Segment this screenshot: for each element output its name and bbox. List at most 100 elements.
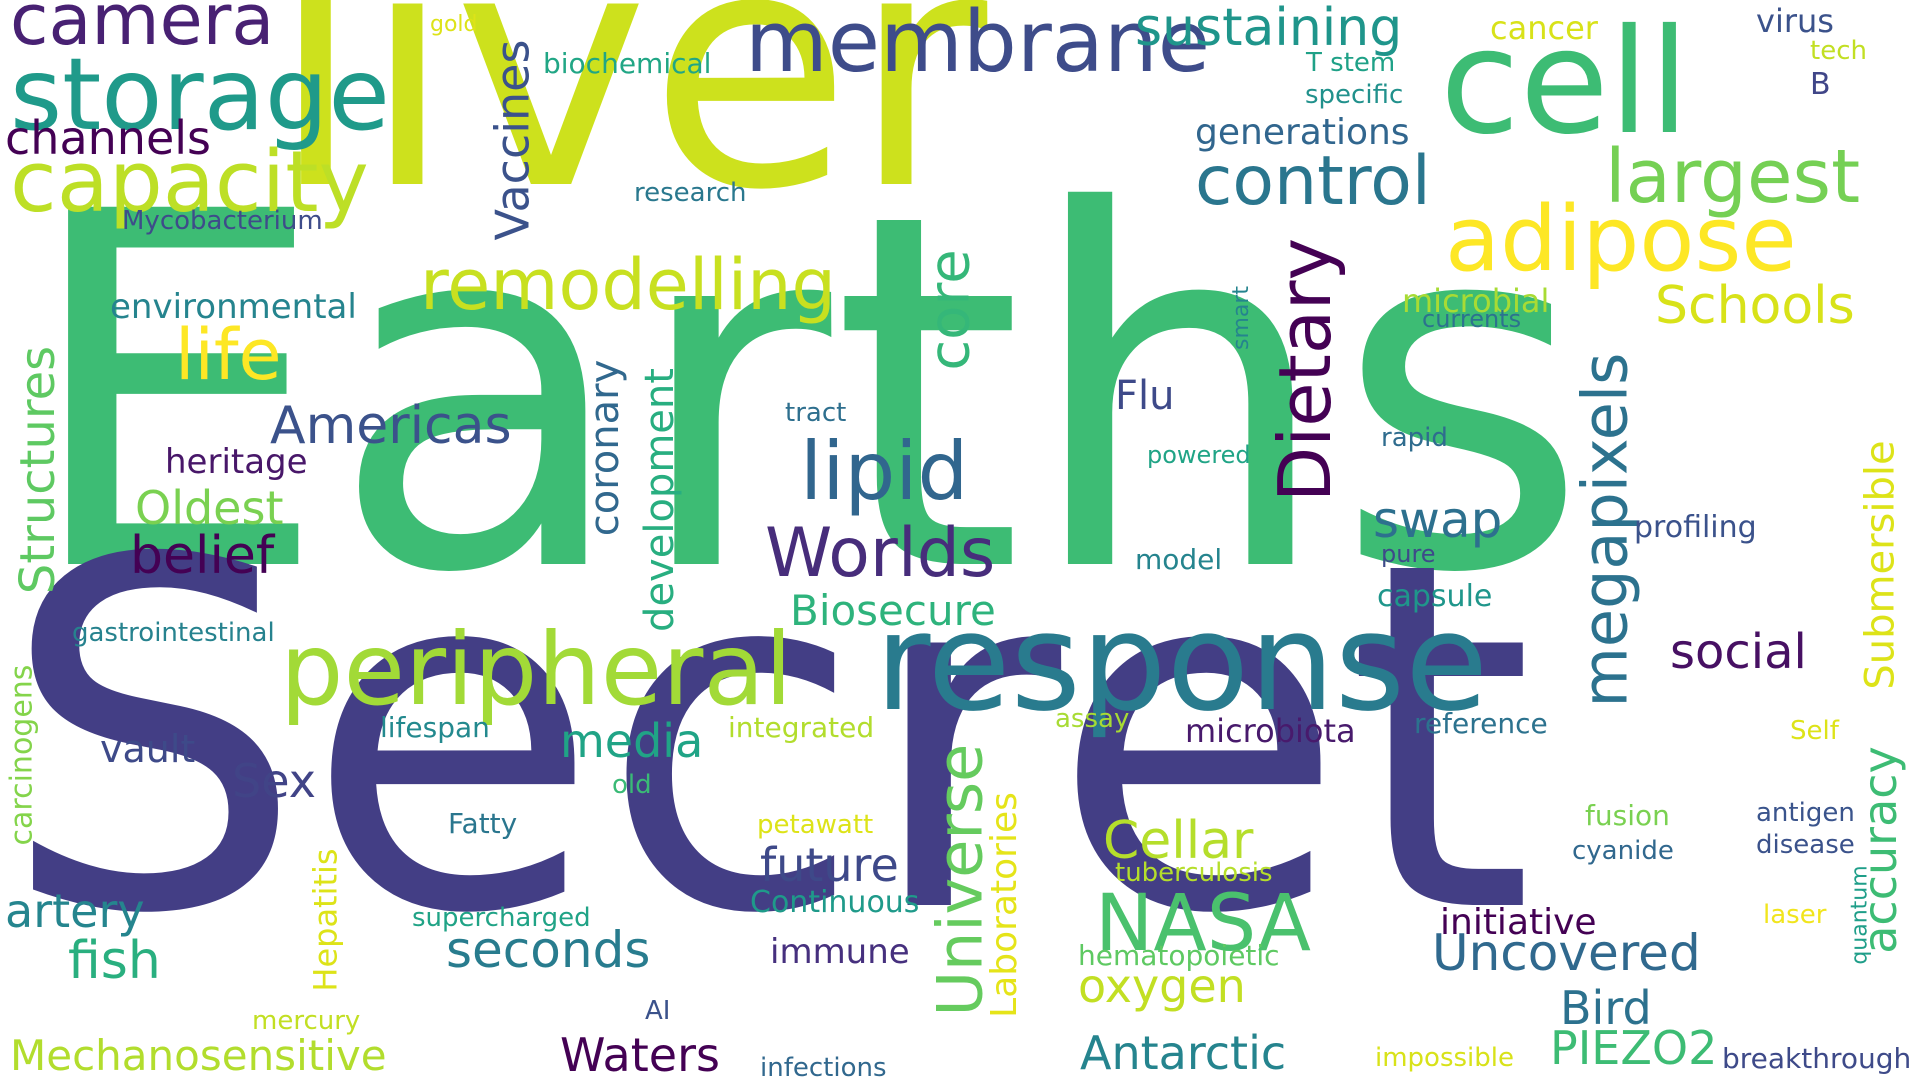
word-lifespan: lifespan — [380, 711, 490, 744]
word-camera: camera — [10, 0, 275, 61]
word-mercury: mercury — [252, 1006, 361, 1036]
word-cyanide: cyanide — [1572, 836, 1674, 866]
word-capsule: capsule — [1377, 579, 1493, 614]
word-cancer: cancer — [1490, 9, 1598, 47]
word-mycobacterium: Mycobacterium — [122, 206, 323, 236]
word-biochemical: biochemical — [543, 47, 712, 80]
word-mechanosensitive: Mechanosensitive — [10, 1031, 387, 1080]
word-laser: laser — [1763, 900, 1827, 930]
word-megapixels: megapixels — [1567, 352, 1641, 708]
word-initiative: initiative — [1440, 902, 1597, 943]
word-assay: assay — [1055, 704, 1130, 734]
word-capacity: capacity — [10, 133, 369, 232]
word-laboratories: Laboratories — [983, 792, 1025, 1018]
word-nasa: NASA — [1095, 879, 1312, 969]
word-pure: pure — [1381, 540, 1436, 568]
word-ai: AI — [645, 996, 671, 1026]
word-belief: belief — [130, 526, 275, 586]
word-response: response — [875, 584, 1489, 741]
word-petawatt: petawatt — [757, 810, 874, 840]
word-rapid: rapid — [1381, 423, 1448, 453]
word-oldest: Oldest — [135, 481, 284, 535]
word-environmental: environmental — [110, 287, 357, 327]
word-seconds: seconds — [446, 921, 651, 979]
word-channels: channels — [5, 111, 211, 165]
word-schools: Schools — [1655, 276, 1855, 336]
word-self: Self — [1790, 716, 1839, 746]
word-specific: specific — [1305, 80, 1404, 110]
word-heritage: heritage — [165, 442, 308, 482]
word-remodelling: remodelling — [420, 244, 836, 326]
word-hematopoietic: hematopoietic — [1078, 939, 1280, 972]
word-largest: largest — [1605, 134, 1861, 220]
word-waters: Waters — [560, 1028, 720, 1080]
word-tuberculosis: tuberculosis — [1115, 858, 1273, 888]
word-adipose: adipose — [1445, 187, 1797, 292]
word-biosecure: Biosecure — [790, 586, 996, 635]
word-uncovered: Uncovered — [1432, 924, 1701, 982]
word-media: media — [560, 714, 704, 768]
word-smart: smart — [1229, 285, 1255, 351]
word-lipid: lipid — [800, 425, 969, 518]
word-generations: generations — [1195, 112, 1410, 153]
word-piezo2: PIEZO2 — [1550, 1021, 1718, 1075]
word-b: B — [1810, 67, 1831, 102]
word-carcinogens: carcinogens — [3, 664, 39, 846]
word-virus: virus — [1756, 2, 1834, 40]
word-control: control — [1195, 142, 1431, 221]
word-microbiota: microbiota — [1185, 712, 1356, 750]
word-sex: Sex — [232, 754, 316, 808]
word-liver: liver — [270, 0, 988, 262]
word-peripheral: peripheral — [280, 611, 793, 728]
word-earths: Earths — [20, 109, 1590, 680]
word-supercharged: supercharged — [412, 903, 591, 933]
word-sustaining: sustaining — [1135, 0, 1403, 58]
word-currents: currents — [1422, 305, 1522, 333]
word-t-stem: T stem — [1306, 48, 1396, 78]
word-storage: storage — [10, 36, 390, 153]
word-fatty: Fatty — [448, 807, 518, 840]
word-profiling: profiling — [1634, 510, 1757, 545]
word-coronary: coronary — [582, 359, 629, 537]
word-gastrointestinal: gastrointestinal — [72, 618, 275, 648]
word-fish: fish — [68, 931, 161, 991]
word-bird: Bird — [1560, 981, 1652, 1035]
word-future: future — [760, 838, 899, 892]
word-structures: Structures — [10, 345, 67, 595]
word-cellar: Cellar — [1103, 811, 1254, 871]
word-gold: gold — [430, 12, 478, 37]
word-universe: Universe — [922, 743, 996, 1017]
word-hepatitis: Hepatitis — [306, 848, 345, 992]
word-fusion: fusion — [1585, 799, 1670, 832]
word-oxygen: oxygen — [1078, 959, 1246, 1013]
word-worlds: Worlds — [765, 514, 996, 593]
word-secret: Secret — [0, 460, 1535, 1019]
word-powered: powered — [1147, 441, 1251, 469]
word-breakthrough: breakthrough — [1722, 1042, 1912, 1075]
word-microbial: microbial — [1402, 282, 1550, 320]
word-research: research — [634, 178, 747, 208]
word-impossible: impossible — [1375, 1043, 1515, 1073]
word-immune: immune — [770, 932, 910, 972]
word-artery: artery — [5, 884, 145, 938]
word-swap: swap — [1373, 491, 1503, 549]
word-life: life — [175, 314, 282, 396]
word-cell: cell — [1440, 0, 1690, 167]
word-model: model — [1135, 543, 1223, 576]
word-quantum: quantum — [1847, 865, 1873, 965]
word-vault: vault — [100, 727, 196, 771]
word-americas: Americas — [270, 396, 512, 456]
word-tech: tech — [1810, 36, 1867, 66]
word-flu: Flu — [1115, 373, 1175, 419]
word-vaccines: Vaccines — [484, 39, 539, 241]
word-development: development — [636, 368, 683, 632]
word-tract: tract — [785, 398, 847, 428]
word-core: core — [917, 249, 983, 371]
word-membrane: membrane — [745, 0, 1211, 92]
word-integrated: integrated — [728, 711, 875, 744]
word-dietary: Dietary — [1263, 237, 1348, 503]
word-disease: disease — [1756, 830, 1855, 860]
word-antarctic: Antarctic — [1080, 1026, 1287, 1080]
word-infections: infections — [760, 1053, 887, 1080]
